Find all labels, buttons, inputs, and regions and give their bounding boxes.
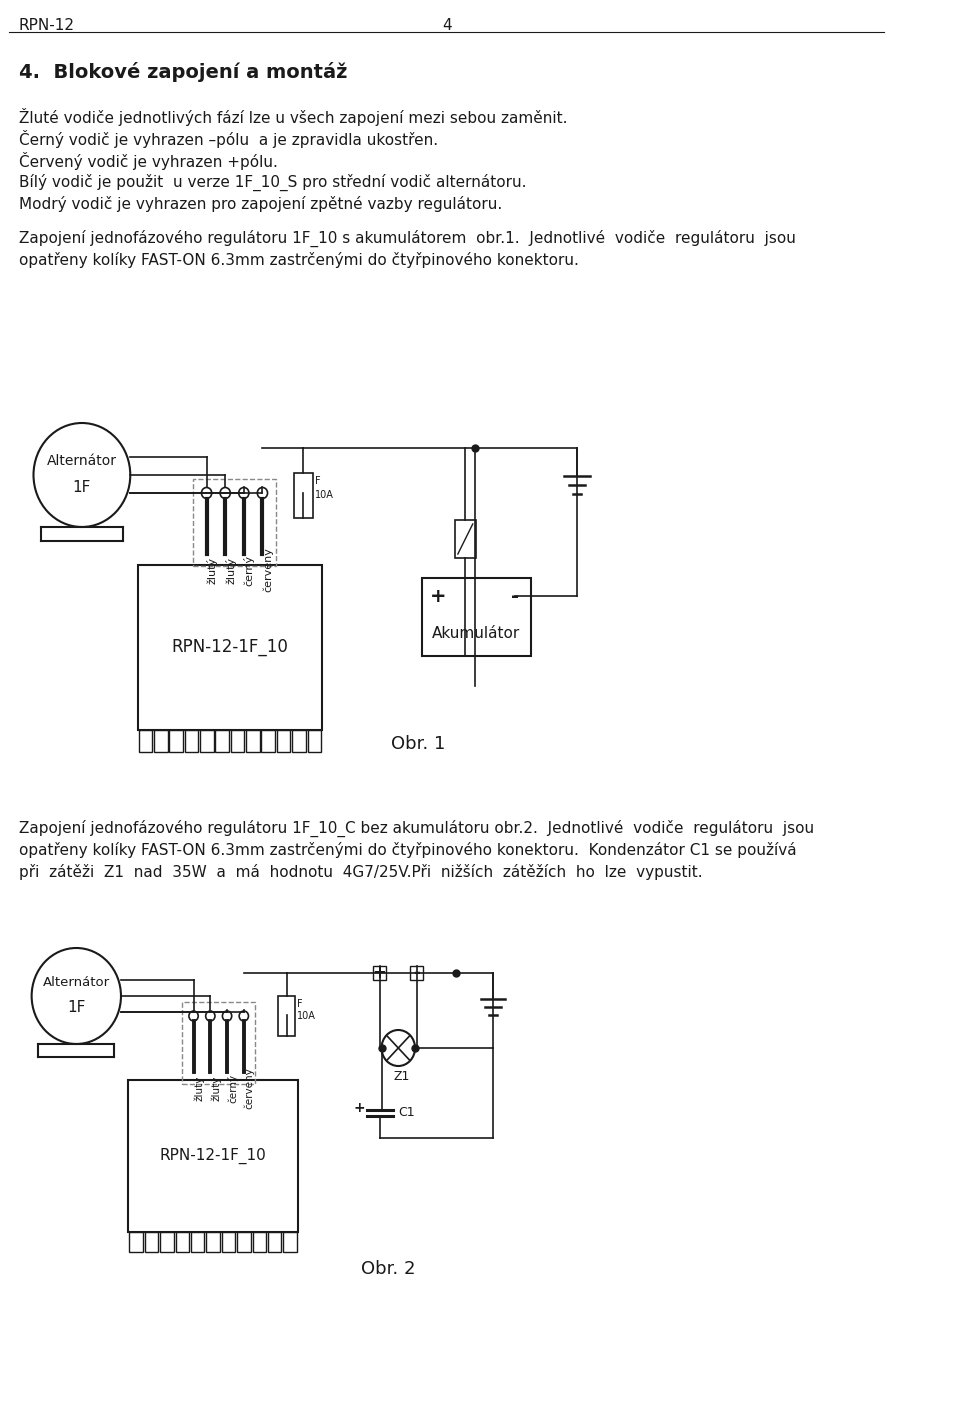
Bar	[169, 729, 182, 752]
Bar	[237, 1231, 251, 1251]
Bar	[200, 729, 213, 752]
Text: Bílý vodič je použit  u verze 1F_10_S pro střední vodič alternátoru.: Bílý vodič je použit u verze 1F_10_S pro…	[18, 173, 526, 191]
Bar	[252, 1231, 266, 1251]
Text: Akumulátor: Akumulátor	[432, 626, 520, 640]
Bar	[130, 1231, 143, 1251]
Text: Obr. 1: Obr. 1	[391, 735, 445, 754]
Text: Modrý vodič je vyhrazen pro zapojení zpětné vazby regulátoru.: Modrý vodič je vyhrazen pro zapojení zpě…	[18, 196, 502, 212]
Text: červený: červený	[244, 1066, 254, 1109]
Text: opatřeny kolíky FAST-ON 6.3mm zastrčenými do čtyřpinového konektoru.  Kondenzáto: opatřeny kolíky FAST-ON 6.3mm zastrčeným…	[18, 842, 796, 857]
Text: Z1: Z1	[394, 1069, 410, 1084]
Text: žlutý: žlutý	[226, 556, 236, 583]
Bar	[160, 1231, 174, 1251]
Text: černý: černý	[228, 1074, 238, 1102]
Bar	[129, 1079, 298, 1231]
Bar	[261, 729, 275, 752]
Text: Červený vodič je vyhrazen +pólu.: Červený vodič je vyhrazen +pólu.	[18, 152, 277, 171]
Text: Zapojení jednofázového regulátoru 1F_10 s akumulátorem  obr.1.  Jednotlivé  vodi: Zapojení jednofázového regulátoru 1F_10 …	[18, 230, 796, 247]
Text: Černý vodič je vyhrazen –pólu  a je zpravidla ukostřen.: Černý vodič je vyhrazen –pólu a je zprav…	[18, 129, 438, 148]
Text: při  zátěži  Z1  nad  35W  a  má  hodnotu  4G7/25V.Při  nižších  zátěžích  ho  l: při zátěži Z1 nad 35W a má hodnotu 4G7/2…	[18, 865, 702, 880]
Text: C1: C1	[398, 1106, 415, 1119]
Bar	[191, 1231, 204, 1251]
Text: Žluté vodiče jednotlivých fází lze u všech zapojení mezi sebou zaměnit.: Žluté vodiče jednotlivých fází lze u vše…	[18, 108, 567, 127]
Bar	[294, 474, 313, 518]
Bar	[176, 1231, 189, 1251]
Bar	[455, 520, 475, 557]
Bar	[193, 479, 276, 566]
Text: opatřeny kolíky FAST-ON 6.3mm zastrčenými do čtyřpinového konektoru.: opatřeny kolíky FAST-ON 6.3mm zastrčeným…	[18, 252, 579, 267]
Bar	[138, 729, 152, 752]
Text: +: +	[372, 964, 387, 983]
Bar	[215, 729, 228, 752]
Text: -: -	[414, 964, 420, 983]
Bar	[222, 1231, 235, 1251]
Text: RPN-12: RPN-12	[18, 18, 75, 33]
Bar	[246, 729, 259, 752]
Text: RPN-12-1F_10: RPN-12-1F_10	[159, 1148, 267, 1165]
Bar	[292, 729, 305, 752]
Bar	[182, 1003, 255, 1084]
Text: žlutý: žlutý	[210, 1075, 222, 1101]
Bar	[276, 729, 290, 752]
Bar	[410, 966, 423, 980]
Text: červený: červený	[262, 547, 274, 593]
Text: 10A: 10A	[315, 491, 333, 501]
Text: 1F: 1F	[73, 479, 91, 495]
Text: +: +	[430, 586, 446, 606]
Text: 1F: 1F	[67, 1000, 85, 1014]
Bar	[206, 1231, 220, 1251]
Text: 4: 4	[442, 18, 451, 33]
Text: RPN-12-1F_10: RPN-12-1F_10	[172, 638, 288, 657]
Bar	[184, 729, 198, 752]
Text: +: +	[353, 1101, 365, 1115]
Bar	[373, 966, 386, 980]
Text: F: F	[315, 476, 321, 486]
Text: 10A: 10A	[298, 1011, 316, 1021]
Bar	[277, 995, 296, 1037]
Text: žlutý: žlutý	[194, 1075, 204, 1101]
Bar	[137, 565, 322, 729]
Bar	[154, 729, 167, 752]
Text: Alternátor: Alternátor	[47, 454, 117, 468]
Text: -: -	[511, 586, 518, 606]
Text: žlutý: žlutý	[206, 556, 218, 583]
Bar	[421, 577, 532, 656]
Text: černý: černý	[244, 555, 254, 586]
Text: Alternátor: Alternátor	[43, 977, 109, 990]
Text: 4.  Blokové zapojení a montáž: 4. Blokové zapojení a montáž	[18, 63, 347, 82]
Bar	[145, 1231, 158, 1251]
Bar	[230, 729, 244, 752]
Bar	[268, 1231, 281, 1251]
Text: Obr. 2: Obr. 2	[361, 1260, 416, 1278]
Bar	[307, 729, 321, 752]
Text: Zapojení jednofázového regulátoru 1F_10_C bez akumulátoru obr.2.  Jednotlivé  vo: Zapojení jednofázového regulátoru 1F_10_…	[18, 820, 814, 838]
Bar	[283, 1231, 297, 1251]
Text: F: F	[298, 1000, 303, 1010]
